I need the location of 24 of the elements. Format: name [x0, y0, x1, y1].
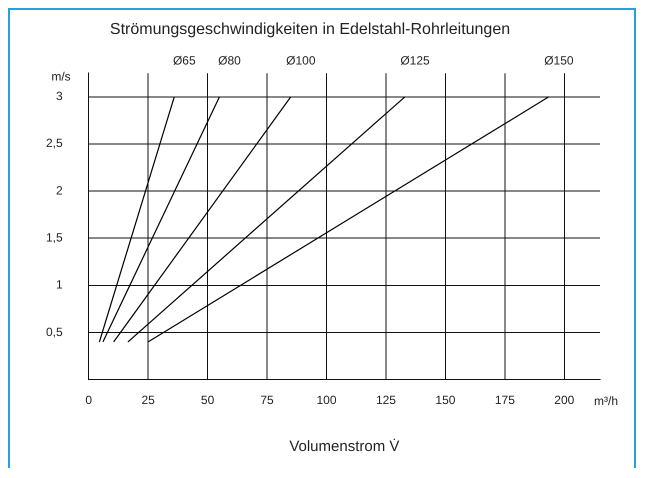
x-tick-label: 150 — [435, 393, 456, 408]
y-tick-label: 1 — [56, 278, 63, 292]
x-tick-label: 175 — [494, 393, 516, 408]
x-tick-label: 50 — [200, 393, 215, 408]
x-tick-label: 0 — [85, 393, 92, 408]
text: Ø80 — [218, 54, 242, 68]
x-tick-label: 75 — [260, 393, 274, 408]
text: Ø125 — [400, 54, 430, 68]
text: Ø150 — [544, 54, 574, 68]
x-axis-title: Volumenstrom V̇ — [289, 438, 400, 456]
y-tick-label: 0,5 — [46, 324, 63, 339]
text: Ø100 — [286, 54, 316, 68]
y-tick-label: 2 — [56, 183, 63, 198]
y-tick-label: 2,5 — [46, 136, 63, 150]
x-tick-label: 25 — [141, 393, 156, 408]
y-tick-label: 1,5 — [46, 230, 63, 244]
x-tick-label: 125 — [376, 393, 396, 408]
chart-title: Strömungsgeschwindigkeiten in Edelstahl-Rohrleitungen — [110, 21, 510, 38]
x-tick-label: 200 — [554, 393, 575, 408]
y-tick-label: 3 — [56, 89, 63, 104]
y-axis-title: m/s — [51, 70, 71, 84]
text: m³/h — [594, 394, 618, 408]
text: Ø65 — [172, 54, 196, 68]
x-tick-label: 100 — [316, 393, 337, 408]
